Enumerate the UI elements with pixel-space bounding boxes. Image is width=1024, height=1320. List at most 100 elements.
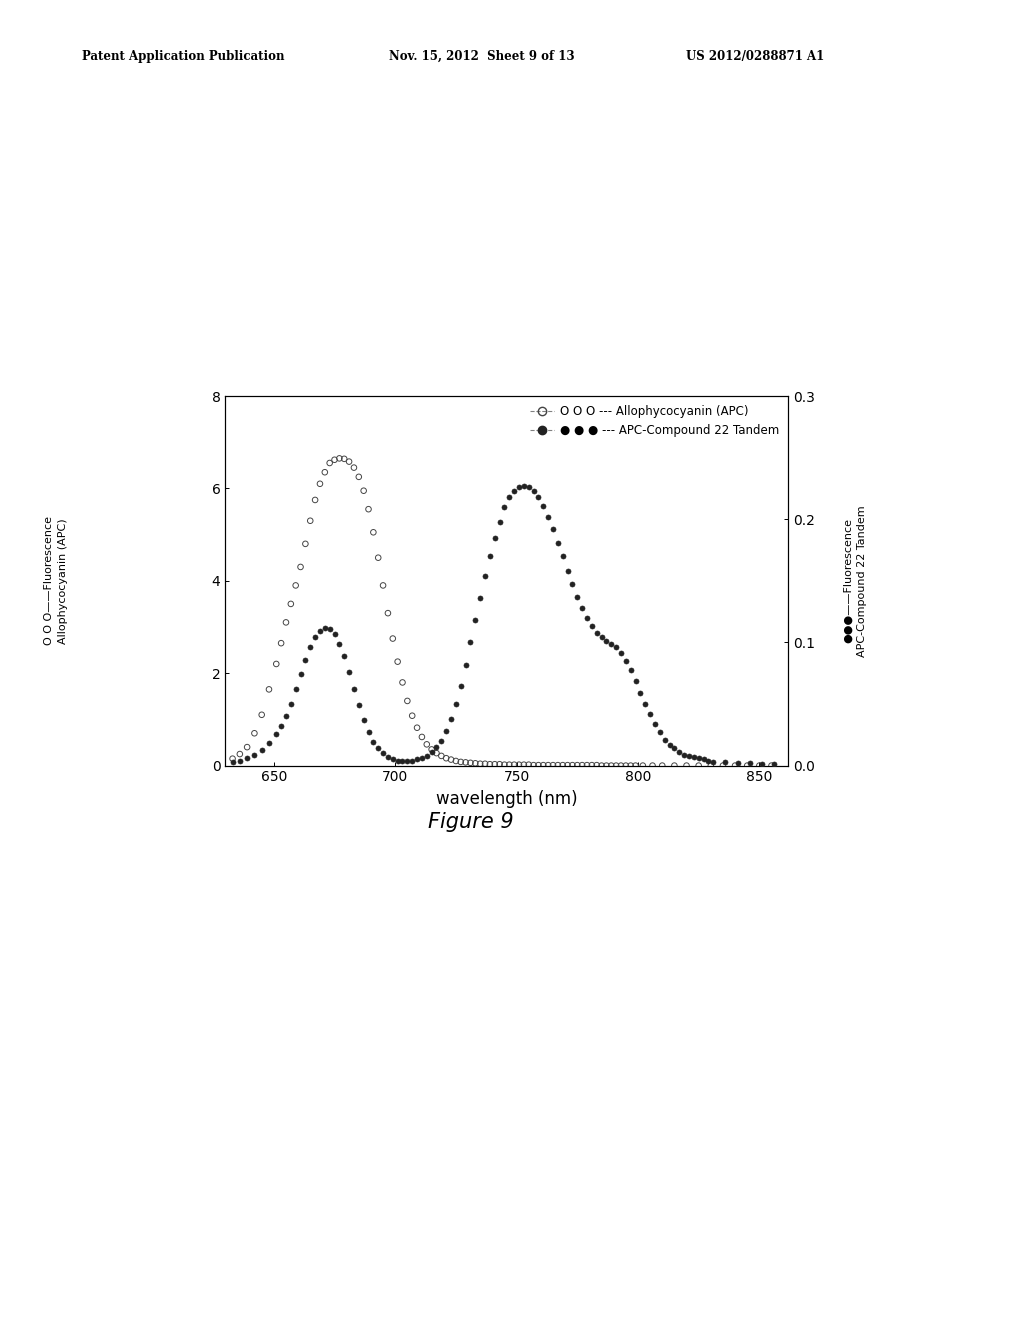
Point [404,750,421,771]
Point [690,747,707,768]
Point [593,627,609,648]
Point [612,755,629,776]
Point [667,738,683,759]
Point [472,754,488,775]
Point [268,723,285,744]
Point [336,449,352,470]
Point [350,466,367,487]
Text: US 2012/0288871 A1: US 2012/0288871 A1 [686,50,824,63]
Point [239,747,255,768]
Point [453,675,469,696]
Point [346,457,362,478]
Point [603,634,620,655]
Point [637,693,653,714]
Point [380,746,396,767]
Point [754,754,770,775]
Point [297,533,313,554]
Point [555,545,571,566]
Point [355,709,372,730]
Point [428,743,444,764]
Point [564,574,581,595]
Point [254,705,270,726]
Point [394,750,411,771]
Point [366,731,382,752]
Point [651,722,668,743]
Point [389,750,406,771]
Point [506,480,522,502]
Point [501,754,517,775]
Point [497,496,513,517]
Point [341,451,357,473]
Point [239,737,255,758]
Point [322,453,338,474]
Point [370,546,386,568]
Point [656,729,673,750]
Text: Nov. 15, 2012  Sheet 9 of 13: Nov. 15, 2012 Sheet 9 of 13 [389,50,574,63]
Point [584,755,600,776]
Point [288,678,304,700]
Point [628,755,644,776]
Point [346,678,362,700]
Point [385,748,401,770]
Point [261,733,278,754]
Point [477,754,494,775]
Point [375,743,391,764]
Point [394,672,411,693]
Point [752,755,768,776]
Point [598,755,614,776]
Point [273,715,290,737]
Point [481,754,498,775]
Point [472,587,488,609]
Point [419,746,435,767]
Point [617,755,634,776]
Point [766,754,782,775]
Point [525,755,542,776]
Point [530,487,547,508]
Point [375,576,391,597]
Point [579,607,595,628]
Point [536,755,552,776]
Text: Figure 9: Figure 9 [428,812,514,832]
Point [598,631,614,652]
Text: ●●●——Fluorescence
APC-Compound 22 Tandem: ●●●——Fluorescence APC-Compound 22 Tandem [843,506,867,656]
Point [486,527,503,548]
Point [350,694,367,715]
Point [246,744,262,766]
Point [555,755,571,776]
Point [536,495,552,516]
Point [311,474,328,495]
Point [467,610,483,631]
Point [584,616,600,638]
Point [681,746,697,767]
Point [477,565,494,586]
Point [492,511,508,532]
Point [516,754,532,775]
Point [702,755,719,776]
Point [458,752,474,774]
Point [307,490,324,511]
Point [458,653,474,675]
Point [366,521,382,543]
Point [283,594,299,615]
Point [545,519,561,540]
Point [316,462,333,483]
Point [678,755,694,776]
Point [370,738,386,759]
Point [292,557,308,578]
Point [695,748,712,770]
Point [481,545,498,566]
Point [550,532,566,553]
Point [603,755,620,776]
Point [628,671,644,692]
Point [414,726,430,747]
Point [593,755,609,776]
Point [569,586,586,607]
Point [278,706,294,727]
Point [399,750,416,771]
Point [360,499,377,520]
Point [292,664,308,685]
Point [231,743,248,764]
Point [647,713,664,734]
Point [635,755,651,776]
Point [623,755,639,776]
